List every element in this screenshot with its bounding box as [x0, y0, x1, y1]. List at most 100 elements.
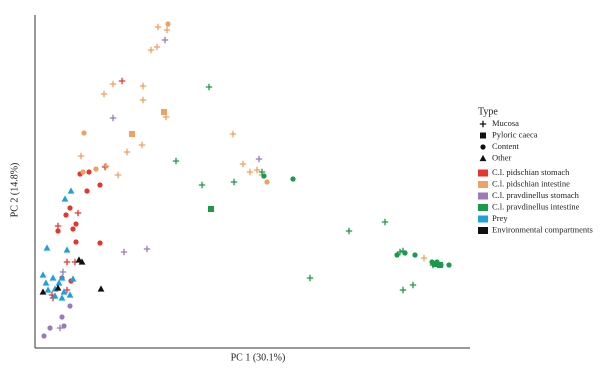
legend-label: C.l. pravdinellus stomach: [492, 190, 580, 200]
point: [139, 82, 147, 90]
point: [258, 168, 266, 176]
point: [80, 169, 86, 175]
point: [61, 323, 67, 329]
point: [139, 96, 147, 104]
point: [41, 333, 47, 339]
legend-marker: [480, 132, 486, 139]
point: [229, 130, 237, 138]
point: [70, 226, 76, 232]
point: [43, 244, 51, 251]
point: [172, 157, 180, 165]
point: [58, 274, 66, 281]
point: [246, 168, 254, 176]
point: [138, 141, 146, 149]
point: [55, 228, 61, 234]
point: [143, 245, 151, 253]
point: [58, 294, 66, 301]
legend-marker: [479, 120, 487, 128]
point: [100, 90, 108, 98]
legend-swatch: [478, 215, 488, 223]
point: [93, 166, 99, 172]
point: [102, 162, 110, 170]
point: [66, 291, 74, 298]
point: [161, 36, 169, 44]
x-axis-label: PC 1 (30.1%): [231, 352, 286, 363]
legend-swatch: [478, 227, 488, 234]
point: [67, 187, 75, 194]
point: [61, 195, 69, 202]
point: [114, 171, 122, 179]
point: [153, 43, 161, 51]
legend-swatch: [478, 204, 488, 211]
point: [446, 262, 452, 268]
point: [394, 252, 400, 258]
point: [84, 188, 90, 194]
point: [399, 286, 407, 294]
point: [255, 155, 263, 163]
point: [261, 173, 267, 179]
legend-swatch: [478, 169, 488, 177]
point: [306, 274, 314, 282]
point: [74, 209, 82, 217]
point: [437, 262, 443, 268]
point: [73, 221, 79, 227]
point: [109, 114, 117, 122]
point: [396, 248, 404, 256]
point: [73, 239, 79, 245]
point: [123, 148, 131, 156]
legend-marker: [479, 154, 487, 162]
point: [44, 286, 52, 293]
point: [54, 284, 62, 291]
point: [63, 212, 69, 218]
legend-label: Content: [492, 141, 520, 151]
legend-label: Mucosa: [492, 118, 519, 128]
point: [205, 83, 213, 91]
point: [208, 206, 214, 212]
y-axis-label: PC 2 (14.8%): [9, 163, 20, 218]
legend-swatch: [478, 192, 488, 200]
legend-label: Pyloric caeca: [492, 129, 538, 139]
point: [56, 324, 64, 332]
point: [402, 250, 408, 256]
legend-label: C.l. pidschian intestine: [492, 178, 570, 188]
point: [55, 279, 63, 286]
point: [63, 246, 71, 253]
point: [198, 181, 206, 189]
point: [67, 303, 73, 309]
point: [147, 46, 155, 54]
point: [60, 288, 68, 295]
point: [63, 258, 71, 266]
legend-marker: [480, 144, 486, 150]
point: [290, 176, 296, 182]
point: [154, 23, 162, 31]
point: [253, 166, 261, 174]
point: [69, 275, 77, 282]
point: [67, 205, 73, 211]
legend-label: Other: [492, 152, 512, 162]
point: [97, 285, 105, 292]
point: [120, 248, 128, 256]
point: [97, 240, 103, 246]
point: [39, 271, 47, 278]
point: [264, 179, 270, 185]
point: [97, 182, 103, 188]
point: [39, 288, 47, 295]
point: [163, 26, 171, 34]
legend-title: Type: [478, 106, 498, 117]
point: [420, 254, 428, 262]
legend-label: C.l. pidschian stomach: [492, 167, 570, 177]
point: [49, 274, 57, 281]
legend-label: Environmental compartments: [492, 224, 593, 234]
point: [409, 281, 417, 289]
legend-label: Prey: [492, 213, 508, 223]
point: [59, 268, 67, 276]
point: [161, 109, 167, 115]
point: [86, 169, 92, 175]
point: [54, 222, 62, 230]
point: [239, 160, 247, 168]
point: [51, 292, 59, 299]
point: [381, 218, 389, 226]
point: [118, 77, 126, 85]
point: [109, 80, 117, 88]
